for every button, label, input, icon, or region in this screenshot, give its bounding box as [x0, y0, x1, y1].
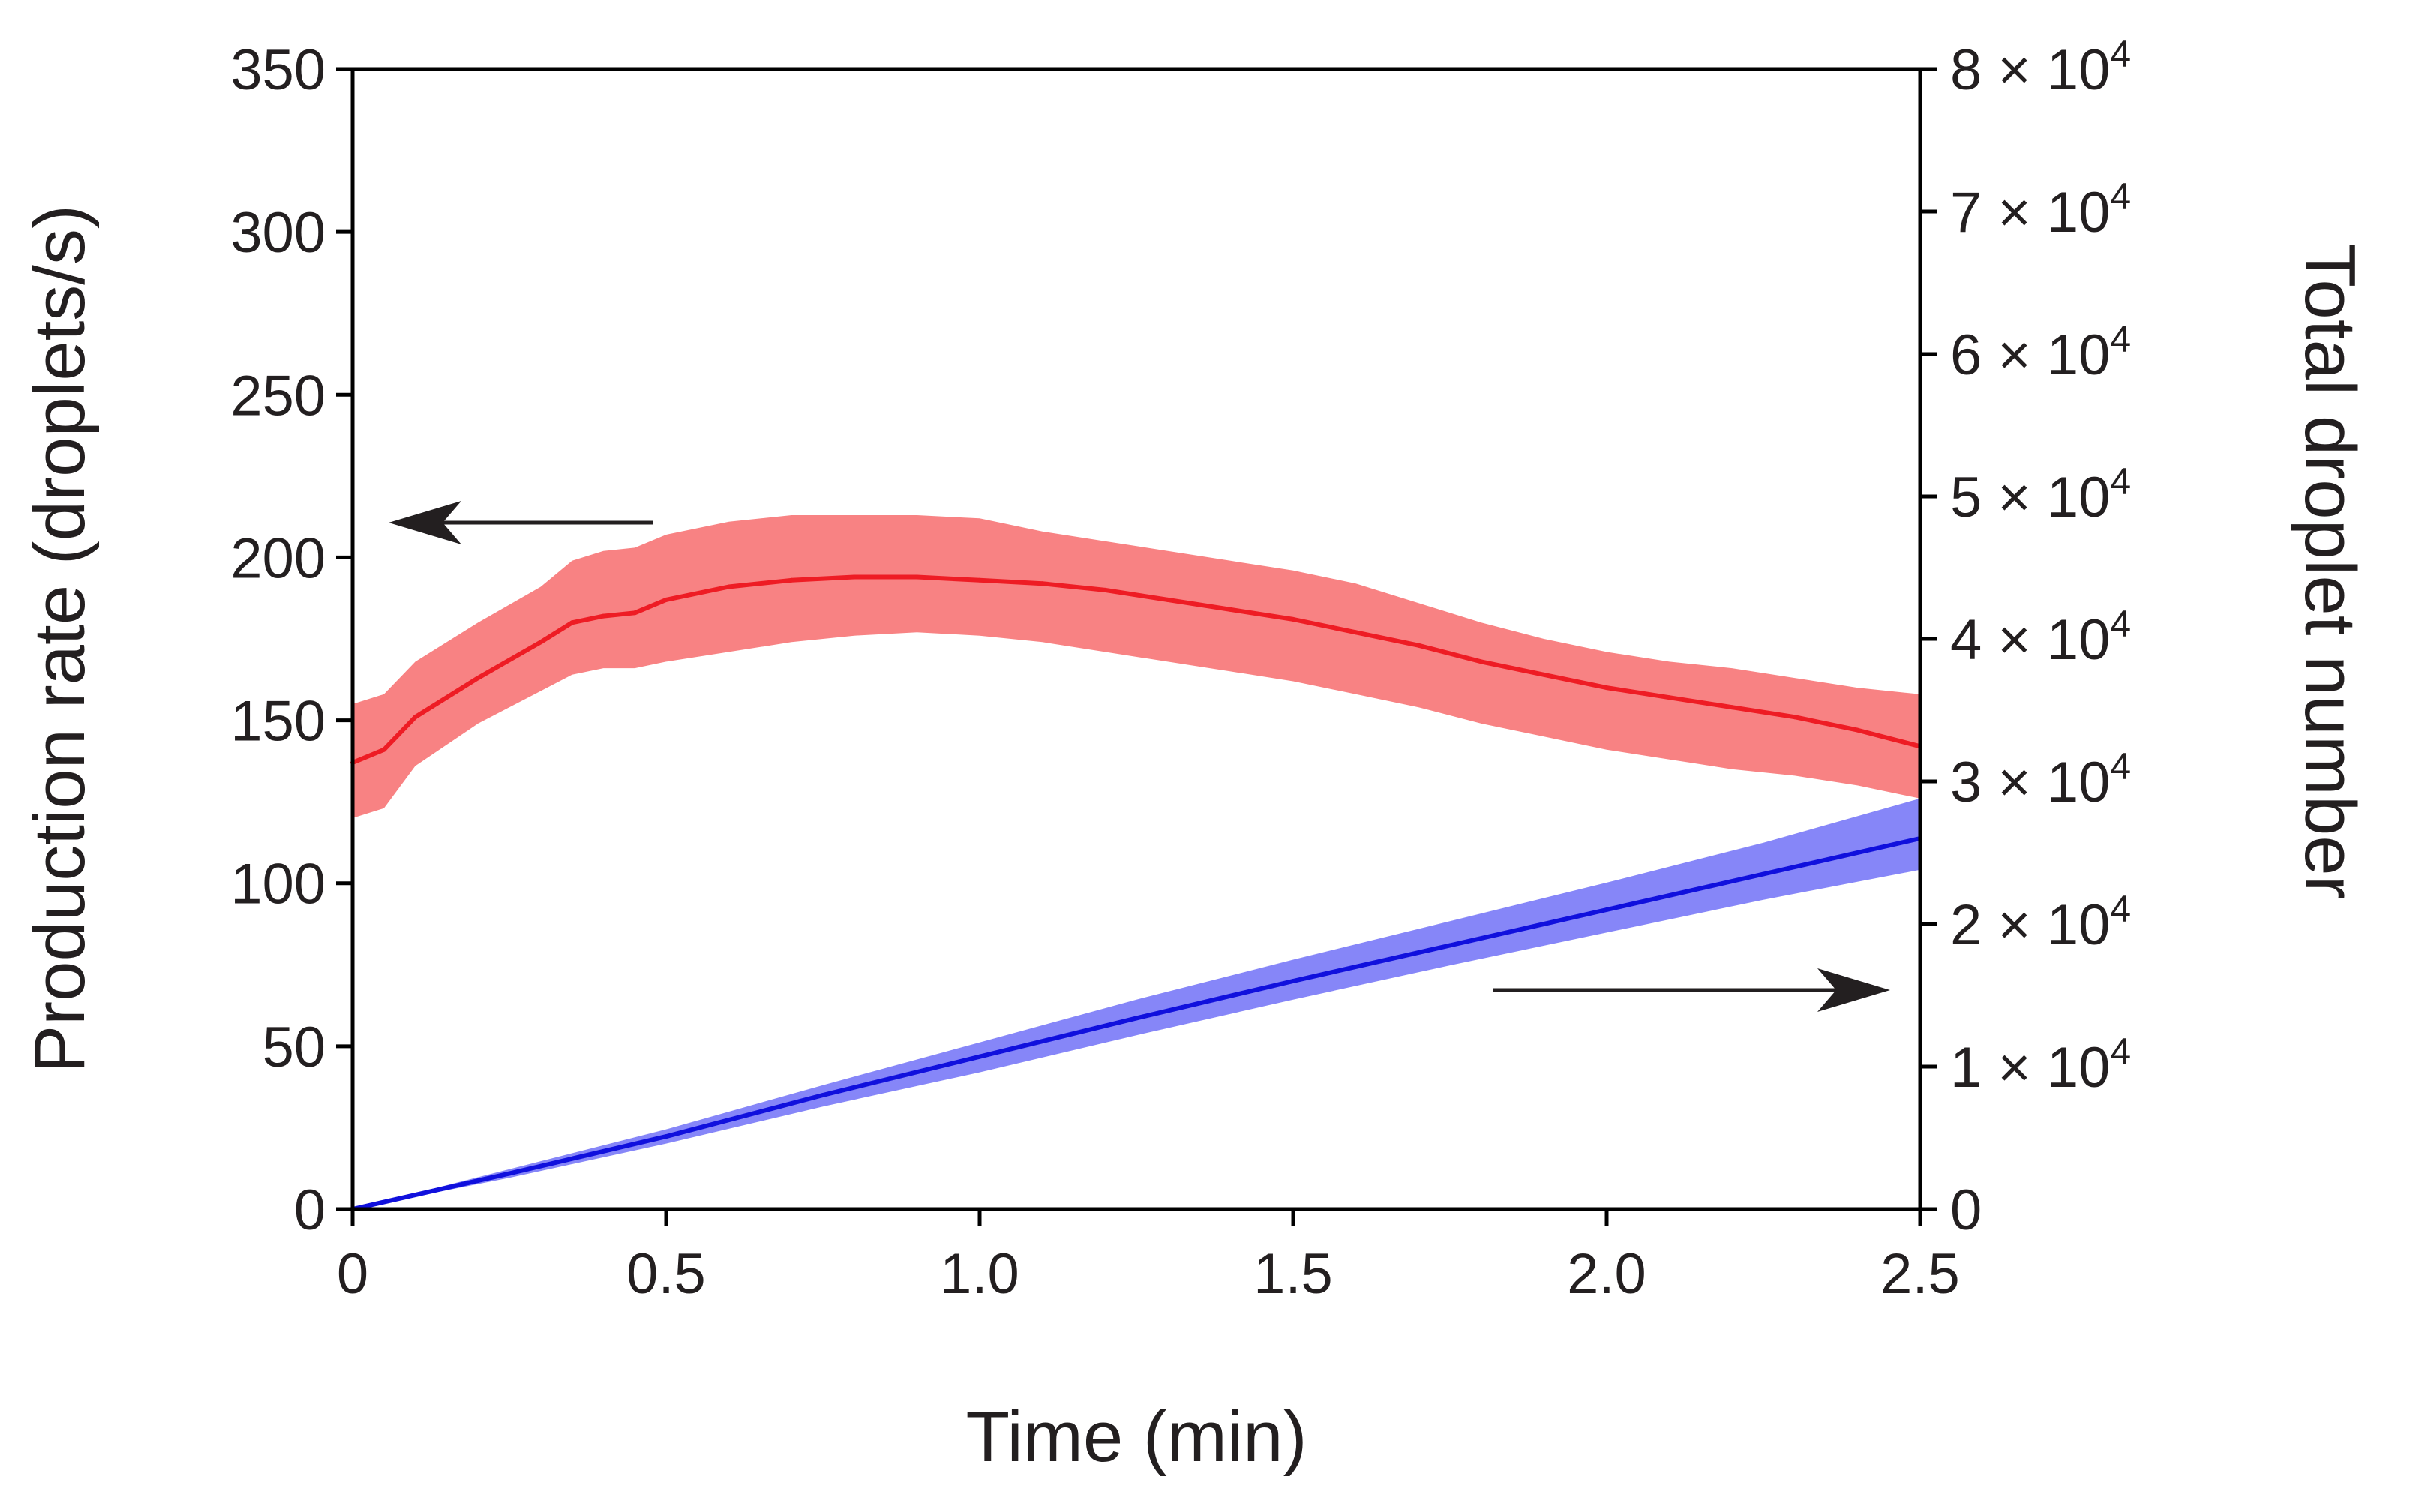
- data-point-rate: [413, 715, 418, 720]
- data-point-rate: [381, 747, 386, 752]
- y-tick-label: 150: [230, 690, 326, 754]
- data-point-rate: [664, 597, 668, 602]
- x-tick-label: 2.0: [1567, 1242, 1646, 1306]
- left-pointing-arrow: [389, 501, 653, 544]
- data-point-rate: [632, 610, 638, 616]
- data-point-rate: [1855, 728, 1860, 733]
- data-point-rate: [1416, 643, 1421, 648]
- data-point-total: [1448, 943, 1452, 948]
- data-point-rate: [1103, 587, 1108, 592]
- x-axis-ticks: 0 0.5 1.0 1.5 2.0 2.5: [337, 1209, 1960, 1306]
- left-arrow-head: [389, 501, 461, 544]
- data-point-rate: [1541, 672, 1547, 677]
- y-tick-label: 50: [262, 1016, 326, 1079]
- y2-tick-label: 6 × 104: [1950, 318, 2131, 387]
- right-arrow-head: [1817, 968, 1890, 1012]
- right-y-axis-ticks: 0 1 × 104 2 × 104 3 × 104 4 × 104 5 × 104 6 × …: [1920, 33, 2131, 1242]
- confidence-bands: [353, 515, 1920, 1209]
- y2-tick-label: 8 × 104: [1950, 33, 2131, 102]
- series-band-rate: [353, 515, 1920, 818]
- y2-tick-label: 5 × 104: [1950, 460, 2131, 530]
- left-y-axis-ticks: 0 50 100 150 200 250 300 350: [230, 38, 353, 1242]
- data-point-rate: [1040, 581, 1045, 586]
- y-tick-label: 200: [230, 526, 326, 590]
- data-point-rate: [538, 640, 543, 645]
- x-tick-label: 1.5: [1253, 1242, 1333, 1306]
- left-y-axis-title: Production rate (droplets/s): [20, 205, 100, 1073]
- data-point-rate: [1291, 616, 1295, 622]
- data-point-total: [507, 1171, 512, 1176]
- data-point-rate: [1478, 659, 1484, 664]
- data-point-rate: [1792, 715, 1797, 720]
- data-point-rate: [1165, 597, 1170, 602]
- data-point-rate: [789, 578, 794, 583]
- y-tick-label: 100: [230, 853, 326, 916]
- y-tick-label: 350: [230, 38, 326, 102]
- data-point-rate: [977, 578, 982, 583]
- data-point-total: [1291, 979, 1295, 983]
- data-point-total: [664, 1134, 668, 1139]
- x-tick-label: 2.5: [1880, 1242, 1960, 1306]
- data-point-rate: [1667, 695, 1672, 700]
- data-point-rate: [569, 620, 575, 626]
- series-band-total: [353, 798, 1920, 1209]
- y-tick-label: 0: [294, 1178, 326, 1242]
- x-tick-label: 1.0: [940, 1242, 1019, 1306]
- y2-tick-label: 1 × 104: [1950, 1030, 2131, 1100]
- x-tick-label: 0.5: [626, 1242, 706, 1306]
- y2-tick-label: 7 × 104: [1950, 176, 2131, 244]
- y2-tick-label: 4 × 104: [1950, 603, 2131, 672]
- series-lines: [350, 574, 1922, 1211]
- y-tick-label: 300: [230, 201, 326, 265]
- data-point-total: [1134, 1016, 1139, 1021]
- y2-tick-label: 3 × 104: [1950, 746, 2131, 814]
- data-point-rate: [1353, 630, 1358, 635]
- y2-tick-label: 2 × 104: [1950, 888, 2131, 957]
- y2-tick-label: 0: [1950, 1178, 1982, 1242]
- y-tick-label: 250: [230, 364, 326, 428]
- data-point-total: [1761, 872, 1766, 877]
- data-point-rate: [1604, 686, 1609, 691]
- data-point-rate: [601, 614, 606, 619]
- data-point-rate: [476, 676, 481, 681]
- data-point-rate: [851, 574, 857, 580]
- data-point-total: [1604, 908, 1609, 912]
- data-point-rate: [726, 584, 731, 590]
- x-axis-title: Time (min): [965, 1396, 1307, 1477]
- data-point-total: [821, 1093, 825, 1097]
- data-point-total: [977, 1054, 982, 1059]
- right-pointing-arrow: [1493, 968, 1890, 1012]
- x-tick-label: 0: [337, 1242, 368, 1306]
- right-y-axis-title: Total droplet number: [2290, 243, 2370, 899]
- data-point-rate: [914, 574, 920, 580]
- data-point-rate: [1228, 607, 1233, 612]
- data-point-rate: [1730, 705, 1735, 710]
